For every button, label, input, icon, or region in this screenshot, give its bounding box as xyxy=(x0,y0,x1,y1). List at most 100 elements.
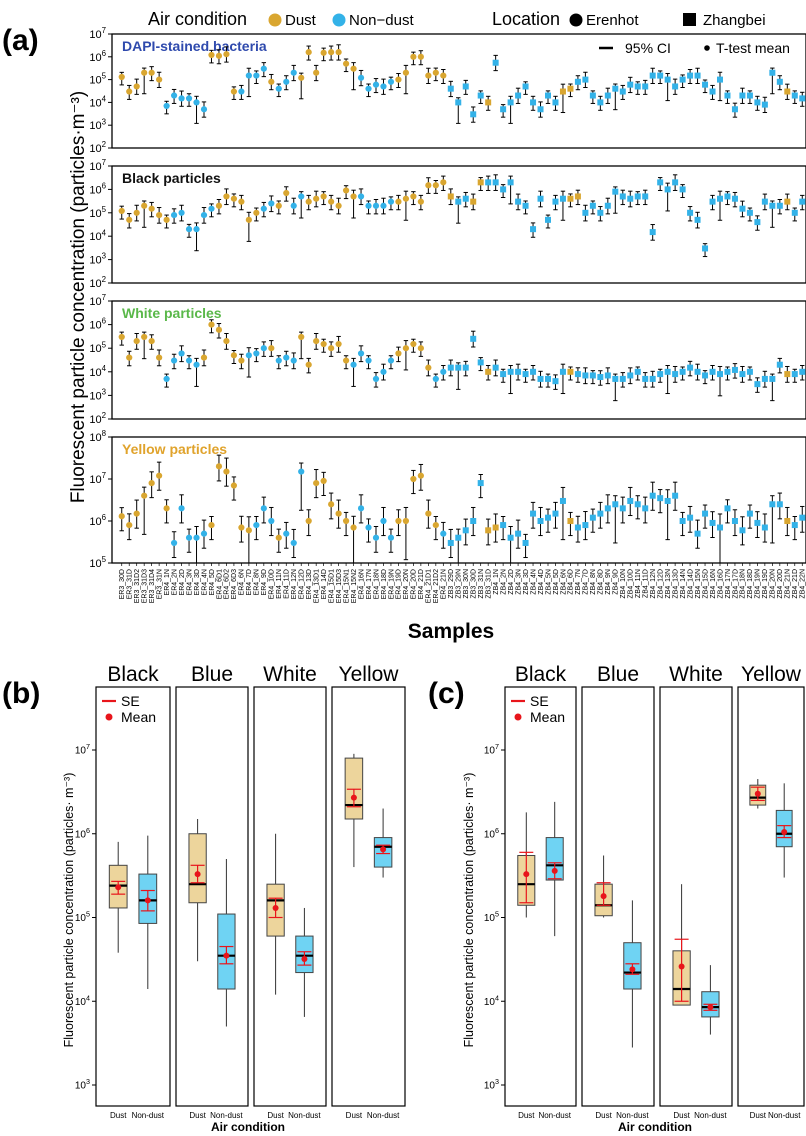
sample-point xyxy=(455,198,462,205)
x-tick-label: ZB4_14N xyxy=(680,569,687,599)
sample-point xyxy=(522,83,529,90)
x-tick-label: ZB4_20N xyxy=(770,569,777,599)
sample-point xyxy=(784,198,791,205)
sample-point xyxy=(567,368,574,375)
sample-point xyxy=(649,229,656,236)
sample-point xyxy=(350,361,357,368)
sample-point xyxy=(582,522,589,529)
sample-point xyxy=(223,51,230,58)
sample-point xyxy=(170,211,178,219)
sample-point xyxy=(163,505,170,512)
x-tick-label: ZB4_5N xyxy=(545,569,552,595)
x-tick-label: ER4_6D3 xyxy=(231,569,238,599)
sample-point xyxy=(664,186,671,193)
x-tick-label: ER4_6D1 xyxy=(216,569,223,599)
sample-point xyxy=(395,76,402,83)
x-tick-label: ZB4_7N xyxy=(575,569,582,595)
sample-point xyxy=(275,202,282,209)
sample-point xyxy=(559,88,566,95)
sample-point xyxy=(335,510,342,517)
legend-mean-label: T-test mean xyxy=(716,40,790,56)
x-tick-label: ZB4_9D xyxy=(613,569,620,595)
sample-point xyxy=(253,350,260,357)
x-tick-label: ZB4_20D xyxy=(777,569,784,599)
condition-label: Dust xyxy=(595,1111,612,1120)
sample-point xyxy=(417,53,424,60)
sample-point xyxy=(507,368,514,375)
sample-point xyxy=(253,209,260,216)
y-tick-label: 107 xyxy=(89,26,106,41)
sample-point xyxy=(515,92,522,99)
sample-point xyxy=(627,195,634,202)
sample-point xyxy=(185,357,193,364)
sample-point xyxy=(193,361,200,368)
legend-ci-label: 95% CI xyxy=(625,40,671,56)
x-tick-label: ER3_31D2 xyxy=(134,569,141,603)
mean-point xyxy=(523,871,530,878)
sample-point xyxy=(238,88,245,95)
sample-point xyxy=(545,514,551,521)
sample-point xyxy=(634,193,641,200)
y-tick-label: 104 xyxy=(89,94,106,109)
legend-se-label: SE xyxy=(121,693,140,709)
sample-point xyxy=(507,99,514,106)
x-tick-label: ER4_18N xyxy=(373,569,380,599)
x-tick-label: ZB3_31D xyxy=(485,569,492,599)
condition-label: Dust xyxy=(750,1111,767,1120)
y-tick-label: 107 xyxy=(89,293,106,308)
sample-point xyxy=(342,60,350,67)
mean-point xyxy=(223,952,230,959)
sample-point xyxy=(447,193,454,200)
x-tick-label: ZB4_21N xyxy=(785,569,792,599)
y-tick-label: 103 xyxy=(89,252,106,267)
facet-frame xyxy=(737,686,805,1107)
sample-point xyxy=(387,78,395,85)
sample-point xyxy=(791,371,798,378)
sample-point xyxy=(320,340,327,348)
x-tick-label: ER3_31D xyxy=(127,569,134,599)
facet-title: White xyxy=(263,663,317,686)
x-tick-label: ER3_31D3 xyxy=(141,569,148,603)
sample-point xyxy=(597,510,604,517)
sample-point xyxy=(746,209,753,216)
subplot-frame xyxy=(111,33,806,149)
x-tick-label: ZB4_2D xyxy=(508,569,515,595)
sample-point xyxy=(335,202,342,209)
sample-point xyxy=(545,216,551,223)
x-tick-label: ER4_14D xyxy=(321,569,328,599)
sample-point xyxy=(664,497,671,504)
sample-point xyxy=(313,337,320,345)
sample-point xyxy=(298,193,305,200)
sample-point xyxy=(739,92,746,99)
sample-point xyxy=(200,354,208,361)
facet-frame xyxy=(95,686,171,1107)
sample-point xyxy=(387,357,395,364)
sample-point xyxy=(328,345,335,352)
sample-point xyxy=(372,202,380,209)
mean-point xyxy=(144,897,151,904)
x-tick-label: ZB4_15D xyxy=(702,569,709,599)
sample-point xyxy=(290,357,297,364)
sample-point xyxy=(776,361,783,368)
sample-point xyxy=(754,219,761,226)
x-tick-label: ER4_10D xyxy=(269,569,276,599)
sample-point xyxy=(275,357,282,364)
sample-point xyxy=(582,76,589,83)
sample-point xyxy=(537,375,544,382)
sample-point xyxy=(328,198,335,205)
sample-point xyxy=(522,371,529,378)
y-tick-label: 103 xyxy=(484,1077,499,1092)
sample-point xyxy=(230,88,238,95)
sample-point xyxy=(664,368,671,375)
sample-point xyxy=(402,195,410,202)
panel-b-plots: 103 104 105 106 107 Black Dust Non-dust Blue Dust… xyxy=(75,663,406,1120)
x-tick-label: ER4_21D1 xyxy=(426,569,433,603)
x-tick-label: ZB4_11D xyxy=(643,569,650,598)
sample-point xyxy=(537,106,544,113)
mean-point xyxy=(115,884,122,891)
sample-point xyxy=(170,92,178,99)
x-tick-label: ER4_7D xyxy=(246,569,253,595)
sample-point xyxy=(604,505,611,512)
sample-point xyxy=(694,72,701,79)
x-tick-label: ER4_2D xyxy=(179,569,186,595)
